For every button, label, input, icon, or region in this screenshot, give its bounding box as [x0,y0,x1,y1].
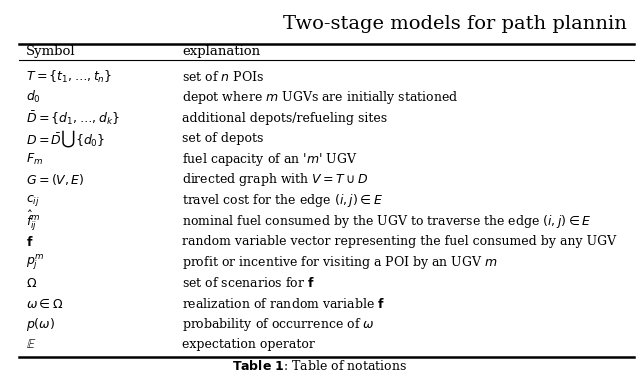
Text: $\mathbf{Table\ 1}$: Table of notations: $\mathbf{Table\ 1}$: Table of notations [232,359,408,373]
Text: $G = (V, E)$: $G = (V, E)$ [26,173,84,187]
Text: $\Omega$: $\Omega$ [26,277,36,290]
Text: fuel capacity of an '$m$' UGV: fuel capacity of an '$m$' UGV [182,151,358,168]
Text: $d_0$: $d_0$ [26,89,40,106]
Text: $F_m$: $F_m$ [26,152,43,167]
Text: $p(\omega)$: $p(\omega)$ [26,316,55,333]
Text: realization of random variable $\mathbf{f}$: realization of random variable $\mathbf{… [182,297,386,311]
Text: $\omega \in \Omega$: $\omega \in \Omega$ [26,297,63,311]
Text: $\mathbf{f}$: $\mathbf{f}$ [26,235,33,249]
Text: additional depots/refueling sites: additional depots/refueling sites [182,112,388,125]
Text: nominal fuel consumed by the UGV to traverse the edge $(i, j) \in E$: nominal fuel consumed by the UGV to trav… [182,213,592,230]
Text: travel cost for the edge $(i, j) \in E$: travel cost for the edge $(i, j) \in E$ [182,192,383,209]
Text: $\hat{f}_{ij}^m$: $\hat{f}_{ij}^m$ [26,209,40,233]
Text: $\mathbb{E}$: $\mathbb{E}$ [26,339,36,352]
Text: directed graph with $V = T \cup D$: directed graph with $V = T \cup D$ [182,171,369,188]
Text: $\bar{D} = \{d_1, \ldots, d_k\}$: $\bar{D} = \{d_1, \ldots, d_k\}$ [26,109,120,127]
Text: Two-stage models for path plannin: Two-stage models for path plannin [284,15,627,33]
Text: expectation operator: expectation operator [182,339,316,352]
Text: explanation: explanation [182,45,260,58]
Text: $D = \bar{D} \bigcup \{d_0\}$: $D = \bar{D} \bigcup \{d_0\}$ [26,128,105,149]
Text: probability of occurrence of $\omega$: probability of occurrence of $\omega$ [182,316,375,333]
Text: Symbol: Symbol [26,45,76,58]
Text: set of scenarios for $\mathbf{f}$: set of scenarios for $\mathbf{f}$ [182,276,315,290]
Text: set of depots: set of depots [182,132,264,145]
Text: depot where $m$ UGVs are initially stationed: depot where $m$ UGVs are initially stati… [182,89,459,106]
Text: set of $n$ POIs: set of $n$ POIs [182,70,264,84]
Text: $c_{ij}$: $c_{ij}$ [26,193,39,208]
Text: $T = \{t_1, \ldots, t_n\}$: $T = \{t_1, \ldots, t_n\}$ [26,69,112,85]
Text: profit or incentive for visiting a POI by an UGV $m$: profit or incentive for visiting a POI b… [182,254,498,271]
Text: $p_j^m$: $p_j^m$ [26,253,44,272]
Text: random variable vector representing the fuel consumed by any UGV: random variable vector representing the … [182,235,616,249]
